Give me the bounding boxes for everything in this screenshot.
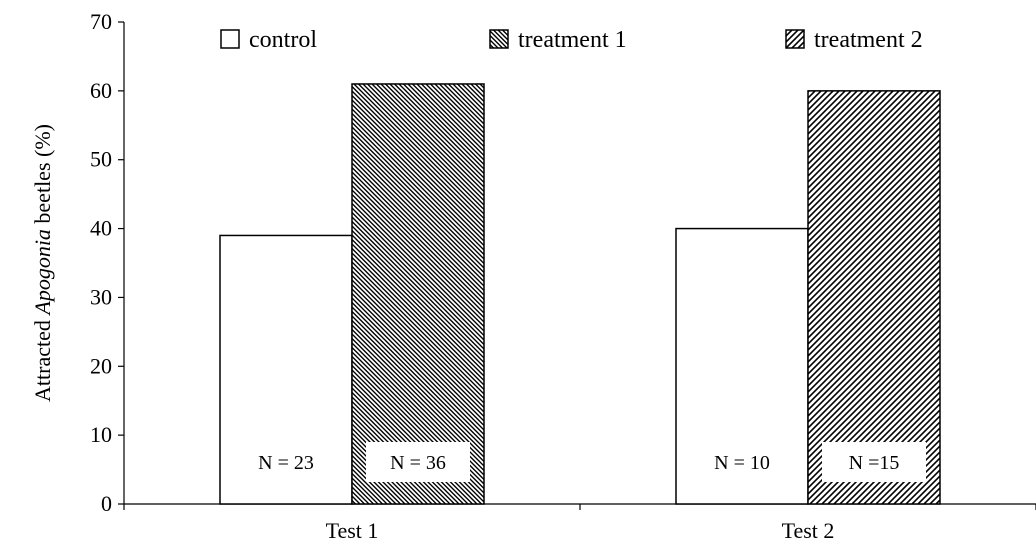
bar: [807, 90, 941, 505]
sample-size-label: N = 10: [714, 452, 770, 474]
legend: control treatment 1 treatment 2: [220, 27, 923, 53]
y-tick-label: 30: [90, 284, 112, 309]
y-tick-label: 40: [90, 216, 112, 241]
legend-label: treatment 1: [518, 27, 627, 53]
legend-swatch: [489, 29, 509, 49]
y-tick-label: 10: [90, 422, 112, 447]
y-tick-label: 20: [90, 353, 112, 378]
x-category-label: Test 1: [326, 518, 379, 543]
annotation-box: [690, 442, 794, 482]
legend-label: treatment 2: [814, 27, 923, 53]
y-axis-label: Attracted Apogonia beetles (%): [30, 124, 55, 402]
bars: [219, 83, 941, 505]
sample-size-label: N = 36: [390, 452, 446, 474]
legend-swatch: [785, 29, 805, 49]
x-category-label: Test 2: [782, 518, 835, 543]
labels: N = 23 N = 36 N = 10 N =15: [234, 442, 926, 482]
y-tick-label: 0: [101, 491, 112, 516]
legend-swatch: [220, 29, 240, 49]
annotation-box: [822, 442, 926, 482]
y-tick-label: 60: [90, 78, 112, 103]
y-tick-label: 50: [90, 147, 112, 172]
legend-label: control: [249, 27, 317, 53]
bar: [351, 83, 485, 505]
sample-size-label: N =15: [849, 452, 900, 474]
y-tick-label: 70: [90, 9, 112, 34]
annotation-box: [234, 442, 338, 482]
annotation-box: [366, 442, 470, 482]
sample-size-label: N = 23: [258, 452, 314, 474]
